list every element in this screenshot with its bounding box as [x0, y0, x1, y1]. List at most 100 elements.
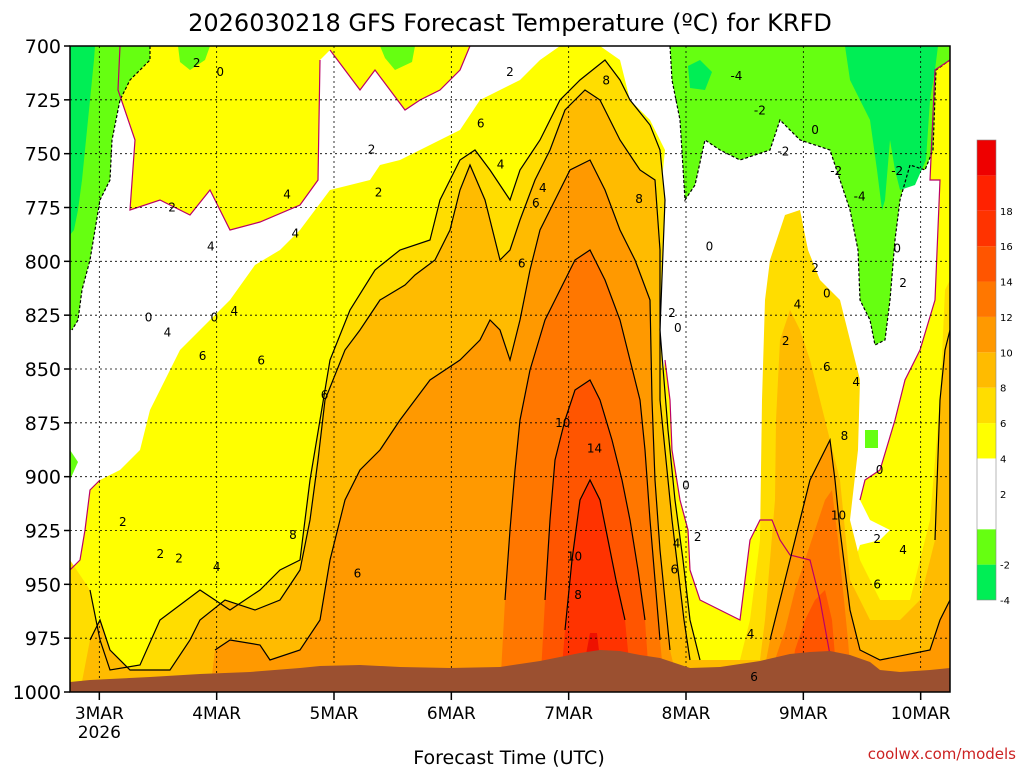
- contour-label: -4: [730, 69, 742, 83]
- ground-terrain: [70, 650, 950, 692]
- colorbar-swatch: [977, 140, 996, 176]
- colorbar-swatch: [977, 529, 996, 565]
- contour-label: 2: [119, 515, 127, 529]
- colorbar-swatch: [977, 493, 996, 530]
- x-tick-label: 10MAR: [891, 704, 951, 724]
- contour-label: 4: [852, 375, 860, 389]
- gridlines: [70, 46, 950, 692]
- x-tick-label: 8MAR: [662, 704, 711, 724]
- y-tick-label: 725: [25, 90, 61, 112]
- contour-label: -2: [891, 164, 903, 178]
- contour-2: [89, 59, 701, 671]
- contour-label: 0: [823, 287, 831, 301]
- contour-label: -2: [830, 164, 842, 178]
- band-neg2-neg4-green-mid2: [380, 46, 415, 70]
- x-tick-label: 5MAR: [310, 704, 359, 724]
- colorbar-label: 14: [1000, 278, 1013, 289]
- y-axis: 700 725 750 775 800 825 850 875 900 925 950 975 1000: [13, 36, 70, 704]
- colorbar-swatch: [977, 316, 996, 353]
- y-tick-label: 700: [25, 36, 61, 58]
- band-white-left: [70, 46, 950, 655]
- colorbar-swatch: [977, 246, 996, 282]
- contour-lines: [70, 46, 950, 671]
- contour-label: 6: [518, 256, 526, 270]
- contour-label: 4: [747, 627, 755, 641]
- colorbar-swatch: [977, 175, 996, 211]
- colorbar-swatch: [977, 458, 996, 494]
- colorbar-label: 18: [1000, 207, 1013, 218]
- contour-label: 6: [354, 567, 362, 581]
- contour-label: 0: [682, 478, 690, 492]
- contour-label: 0: [876, 463, 884, 477]
- contour-label: 8: [841, 429, 849, 443]
- contour-label: 2: [193, 56, 201, 70]
- contour-label: 8: [574, 588, 582, 602]
- contour-4: [89, 89, 691, 671]
- x-axis-label: Forecast Time (UTC): [413, 747, 604, 768]
- colorbar-label: 10: [1000, 348, 1013, 359]
- contour-label: 14: [587, 442, 602, 456]
- colorbar-frame: [976, 139, 997, 601]
- colorbar-label: -4: [1000, 596, 1010, 607]
- colorbar-label: 4: [1000, 454, 1006, 465]
- colorbar-label: 8: [1000, 384, 1006, 395]
- contour-label: 2: [782, 334, 790, 348]
- y-tick-label: 825: [25, 305, 61, 327]
- contour-label: 8: [289, 528, 297, 542]
- contour-label: 6: [823, 360, 831, 374]
- contour-6: [214, 159, 671, 661]
- contour-label: 2: [157, 547, 165, 561]
- contour-label: 6: [750, 670, 758, 684]
- x-tick-label: 4MAR: [192, 704, 241, 724]
- y-tick-label: 925: [25, 521, 61, 543]
- contour-label: 2: [694, 530, 702, 544]
- contour-label: 2: [873, 532, 881, 546]
- contour-label: -2: [754, 104, 766, 118]
- contour-label: 4: [291, 226, 299, 240]
- contour-label: 4: [497, 157, 505, 171]
- y-tick-label: 800: [25, 251, 61, 273]
- contour-label: 8: [635, 192, 643, 206]
- contour-label: 4: [207, 239, 215, 253]
- band-neg2-green-patch-left: [70, 450, 78, 480]
- colorbar-label: -2: [1000, 561, 1010, 572]
- contour-label: 6: [532, 196, 540, 210]
- x-tick-label: 7MAR: [544, 704, 593, 724]
- colorbar-swatch: [977, 281, 996, 317]
- contour-0-left: [117, 46, 321, 231]
- contour-label: 10: [567, 549, 582, 563]
- contour-label: 6: [670, 562, 678, 576]
- contour-label: 4: [213, 560, 221, 574]
- contour-label: 2: [368, 142, 376, 156]
- colorbar-swatch: [977, 387, 996, 424]
- contour-label: 4: [673, 536, 681, 550]
- contour-2-vert-right: [934, 329, 950, 541]
- contour-label: -4: [854, 190, 866, 204]
- x-tick-label: 3MAR: [75, 704, 124, 724]
- y-tick-label: 875: [25, 413, 61, 435]
- band-neg4-neg6-green: [70, 46, 95, 235]
- y-tick-label: 975: [25, 628, 61, 650]
- band-14-16: [560, 480, 632, 692]
- colorbar-swatch: [977, 564, 996, 600]
- chart-title: 2026030218 GFS Forecast Temperature (ºC)…: [188, 9, 832, 37]
- credit-link[interactable]: coolwx.com/models: [868, 745, 1016, 763]
- contour-label: 2: [899, 276, 907, 290]
- contour-label: 2: [168, 201, 176, 215]
- colorbar: -4 -2 2 4 6 8 10 12 14 16 18: [976, 139, 1013, 607]
- colorbar-label: 2: [1000, 490, 1006, 501]
- contour-label: 4: [794, 297, 802, 311]
- contour-label: 6: [199, 349, 207, 363]
- contour-label: 4: [899, 543, 907, 557]
- contour-label: 4: [539, 181, 547, 195]
- y-tick-label: 1000: [13, 682, 61, 704]
- x-tick-label: 9MAR: [779, 704, 828, 724]
- contour-neg2-left: [71, 46, 151, 331]
- y-tick-label: 775: [25, 198, 61, 220]
- contour-label: 6: [477, 117, 485, 131]
- contour-label: 0: [674, 321, 682, 335]
- colorbar-swatch: [977, 352, 996, 388]
- colorbar-label: 12: [1000, 313, 1013, 324]
